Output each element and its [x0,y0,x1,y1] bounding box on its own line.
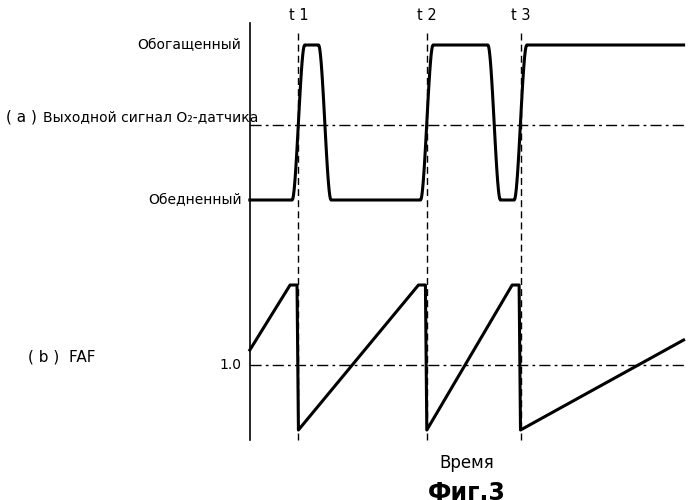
Text: ( a ): ( a ) [6,110,36,125]
Text: Обогащенный: Обогащенный [137,38,242,52]
Text: Фиг.3: Фиг.3 [428,480,506,500]
Text: t 1: t 1 [289,8,308,22]
Text: Время: Время [439,454,494,471]
Text: t 3: t 3 [511,8,530,22]
Text: 1.0: 1.0 [219,358,242,372]
Text: ( b )  FAF: ( b ) FAF [28,350,95,365]
Text: Обедненный: Обедненный [148,193,242,207]
Text: Выходной сигнал О₂-датчика: Выходной сигнал О₂-датчика [43,110,258,124]
Text: t 2: t 2 [417,8,437,22]
